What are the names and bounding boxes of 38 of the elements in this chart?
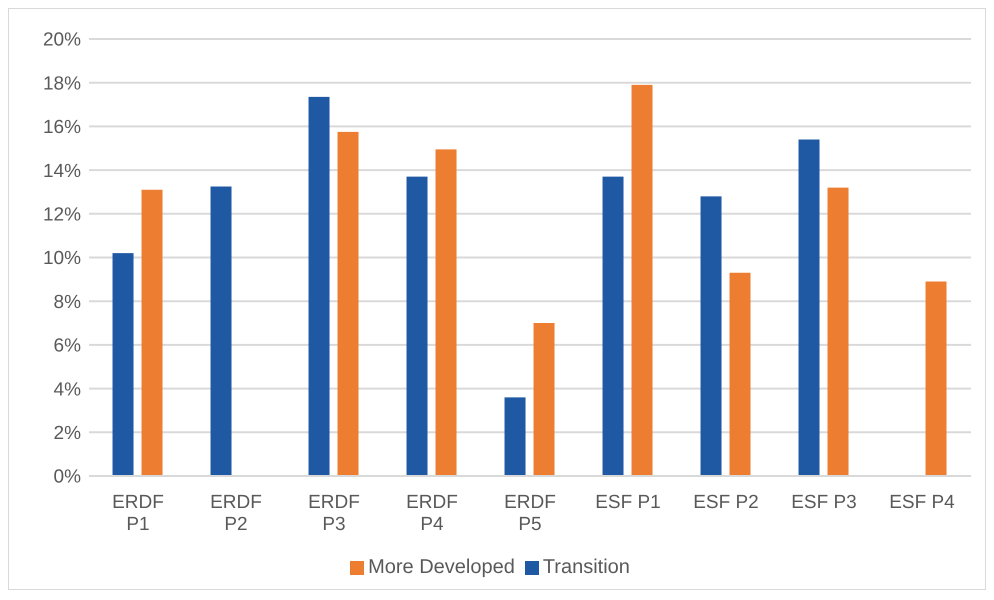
bar: [602, 176, 624, 476]
x-tick-label: ERDF P4: [406, 492, 458, 535]
bar: [142, 190, 163, 476]
bar: [504, 397, 526, 476]
y-tick-label: 2%: [54, 423, 82, 444]
y-tick-label: 20%: [42, 30, 82, 51]
x-tick-label: ESF P3: [791, 492, 857, 513]
bar: [210, 186, 232, 476]
x-tick-label: ESF P4: [889, 492, 956, 513]
bar: [534, 323, 555, 476]
x-tick-label: ESF P1: [595, 492, 661, 513]
x-tick-label: ESF P2: [693, 492, 759, 513]
bar: [828, 188, 849, 476]
y-tick-label: 14%: [42, 160, 82, 182]
y-tick-label: 16%: [42, 117, 82, 138]
bar: [436, 149, 457, 476]
y-tick-label: 0%: [54, 466, 82, 488]
bar: [338, 132, 359, 476]
x-tick-label: ERDF P3: [308, 492, 360, 535]
bar: [632, 84, 653, 476]
y-tick-label: 8%: [54, 292, 82, 313]
legend-label: Transition: [542, 556, 630, 578]
y-tick-label: 18%: [42, 73, 82, 94]
x-tick-label: ERDF P2: [210, 492, 262, 535]
bar: [308, 96, 330, 476]
x-tick-label: ERDF P5: [504, 492, 556, 535]
y-tick-label: 10%: [42, 248, 82, 270]
bar: [700, 196, 722, 476]
y-tick-label: 6%: [54, 336, 82, 357]
legend-label: More Developed: [368, 556, 515, 578]
bar: [112, 253, 134, 476]
bar: [926, 282, 947, 476]
bar: [798, 140, 820, 476]
bar: [406, 176, 428, 476]
x-tick-label: ERDF P1: [112, 492, 164, 535]
y-tick-label: 4%: [54, 379, 82, 400]
bar: [730, 272, 751, 476]
y-tick-label: 12%: [42, 204, 82, 226]
